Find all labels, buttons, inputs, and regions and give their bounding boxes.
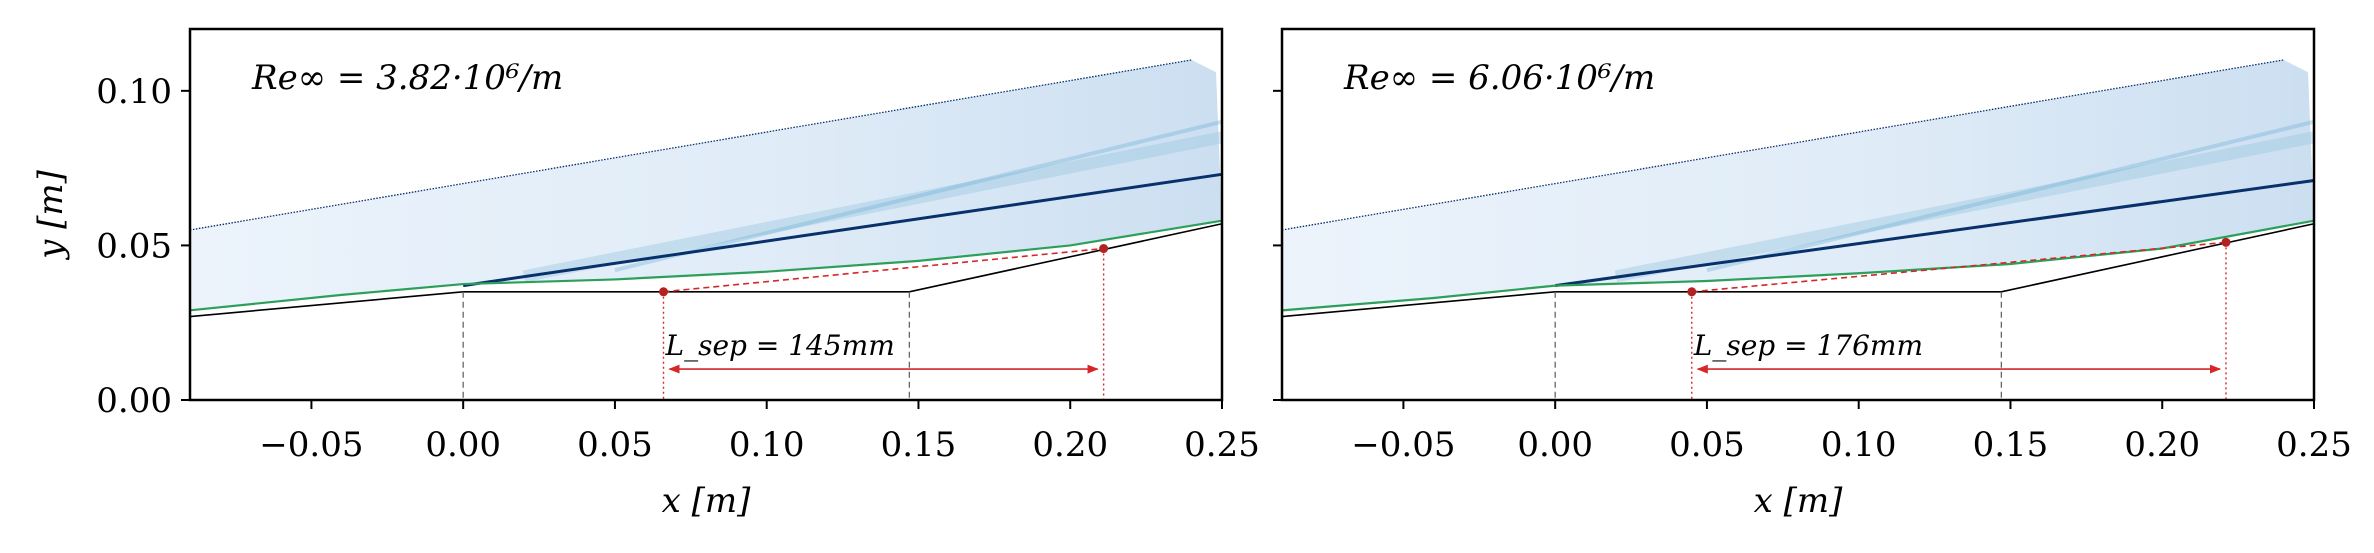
wall-contour-line: [1281, 222, 2315, 318]
x-tick-label: 0.05: [577, 425, 653, 465]
flow-field: [1282, 59, 2316, 311]
leading-shock-line: [189, 59, 1192, 231]
x-tick-label: 0.25: [1184, 425, 1260, 465]
separation-point: [1099, 244, 1109, 254]
x-tick-label: 0.00: [1517, 425, 1593, 465]
diffuse-shock-core: [614, 119, 1223, 273]
separation-length-label: L_sep = 145mm: [665, 329, 895, 362]
x-tick-label: 0.05: [1669, 425, 1745, 465]
leading-shock-line: [1281, 59, 2284, 231]
x-tick-label: 0.00: [425, 425, 501, 465]
wall-contour-line: [189, 222, 1223, 318]
reynolds-annotation: Re∞ = 3.82·10⁶/m: [251, 58, 563, 98]
data-lines: [1281, 59, 2315, 400]
right-panel: −0.05 0.00 0.05 0.10 0.15 0.20 0.25 Re∞ = 6.06…: [1273, 27, 2352, 521]
x-tick-label: 0.15: [881, 425, 957, 465]
separation-point: [659, 287, 669, 297]
x-tick-label: 0.20: [1032, 425, 1108, 465]
ramp-shock-line: [462, 172, 1223, 288]
y-tick-label: 0.00: [96, 381, 172, 421]
boundary-layer-edge-line: [1281, 219, 2315, 312]
y-tick-label: 0.05: [96, 226, 172, 266]
separation-line: [663, 247, 1104, 293]
separation-point: [1687, 287, 1697, 297]
diffuse-shock-band: [522, 131, 1224, 283]
x-tick-label: 0.15: [1973, 425, 2049, 465]
data-lines: [189, 59, 1223, 400]
left-panel: −0.05 0.00 0.05 0.10 0.15 0.20 0.25 0.00 0.05 0.1…: [31, 27, 1260, 521]
flow-field: [190, 59, 1224, 311]
boundary-layer-edge-line: [189, 219, 1223, 312]
x-axis-label: x [m]: [1754, 481, 1843, 521]
x-tick-label: 0.10: [1821, 425, 1897, 465]
x-tick-label: 0.10: [729, 425, 805, 465]
axes-frame: [188, 27, 1224, 402]
y-axis-label: y [m]: [31, 169, 71, 261]
separation-length-label: L_sep = 176mm: [1693, 329, 1923, 362]
ramp-shock-line: [1554, 179, 2315, 288]
flow-field-shading: [190, 59, 1222, 311]
axis-ticks: −0.05 0.00 0.05 0.10 0.15 0.20 0.25: [1273, 89, 2352, 465]
x-tick-label: 0.25: [2276, 425, 2352, 465]
reynolds-annotation: Re∞ = 6.06·10⁶/m: [1343, 58, 1655, 98]
axis-ticks: −0.05 0.00 0.05 0.10 0.15 0.20 0.25 0.00 0.05 0.1…: [96, 72, 1260, 465]
x-tick-label: 0.20: [2124, 425, 2200, 465]
x-axis-label: x [m]: [662, 481, 751, 521]
diffuse-shock-band: [1614, 131, 2316, 283]
x-tick-label: −0.05: [1351, 425, 1455, 465]
separation-point: [2221, 237, 2231, 247]
axes-frame: [1280, 27, 2316, 402]
x-tick-label: −0.05: [259, 425, 363, 465]
y-tick-label: 0.10: [96, 72, 172, 112]
diffuse-shock-core: [1706, 119, 2315, 273]
flow-field-shading: [1282, 59, 2314, 311]
